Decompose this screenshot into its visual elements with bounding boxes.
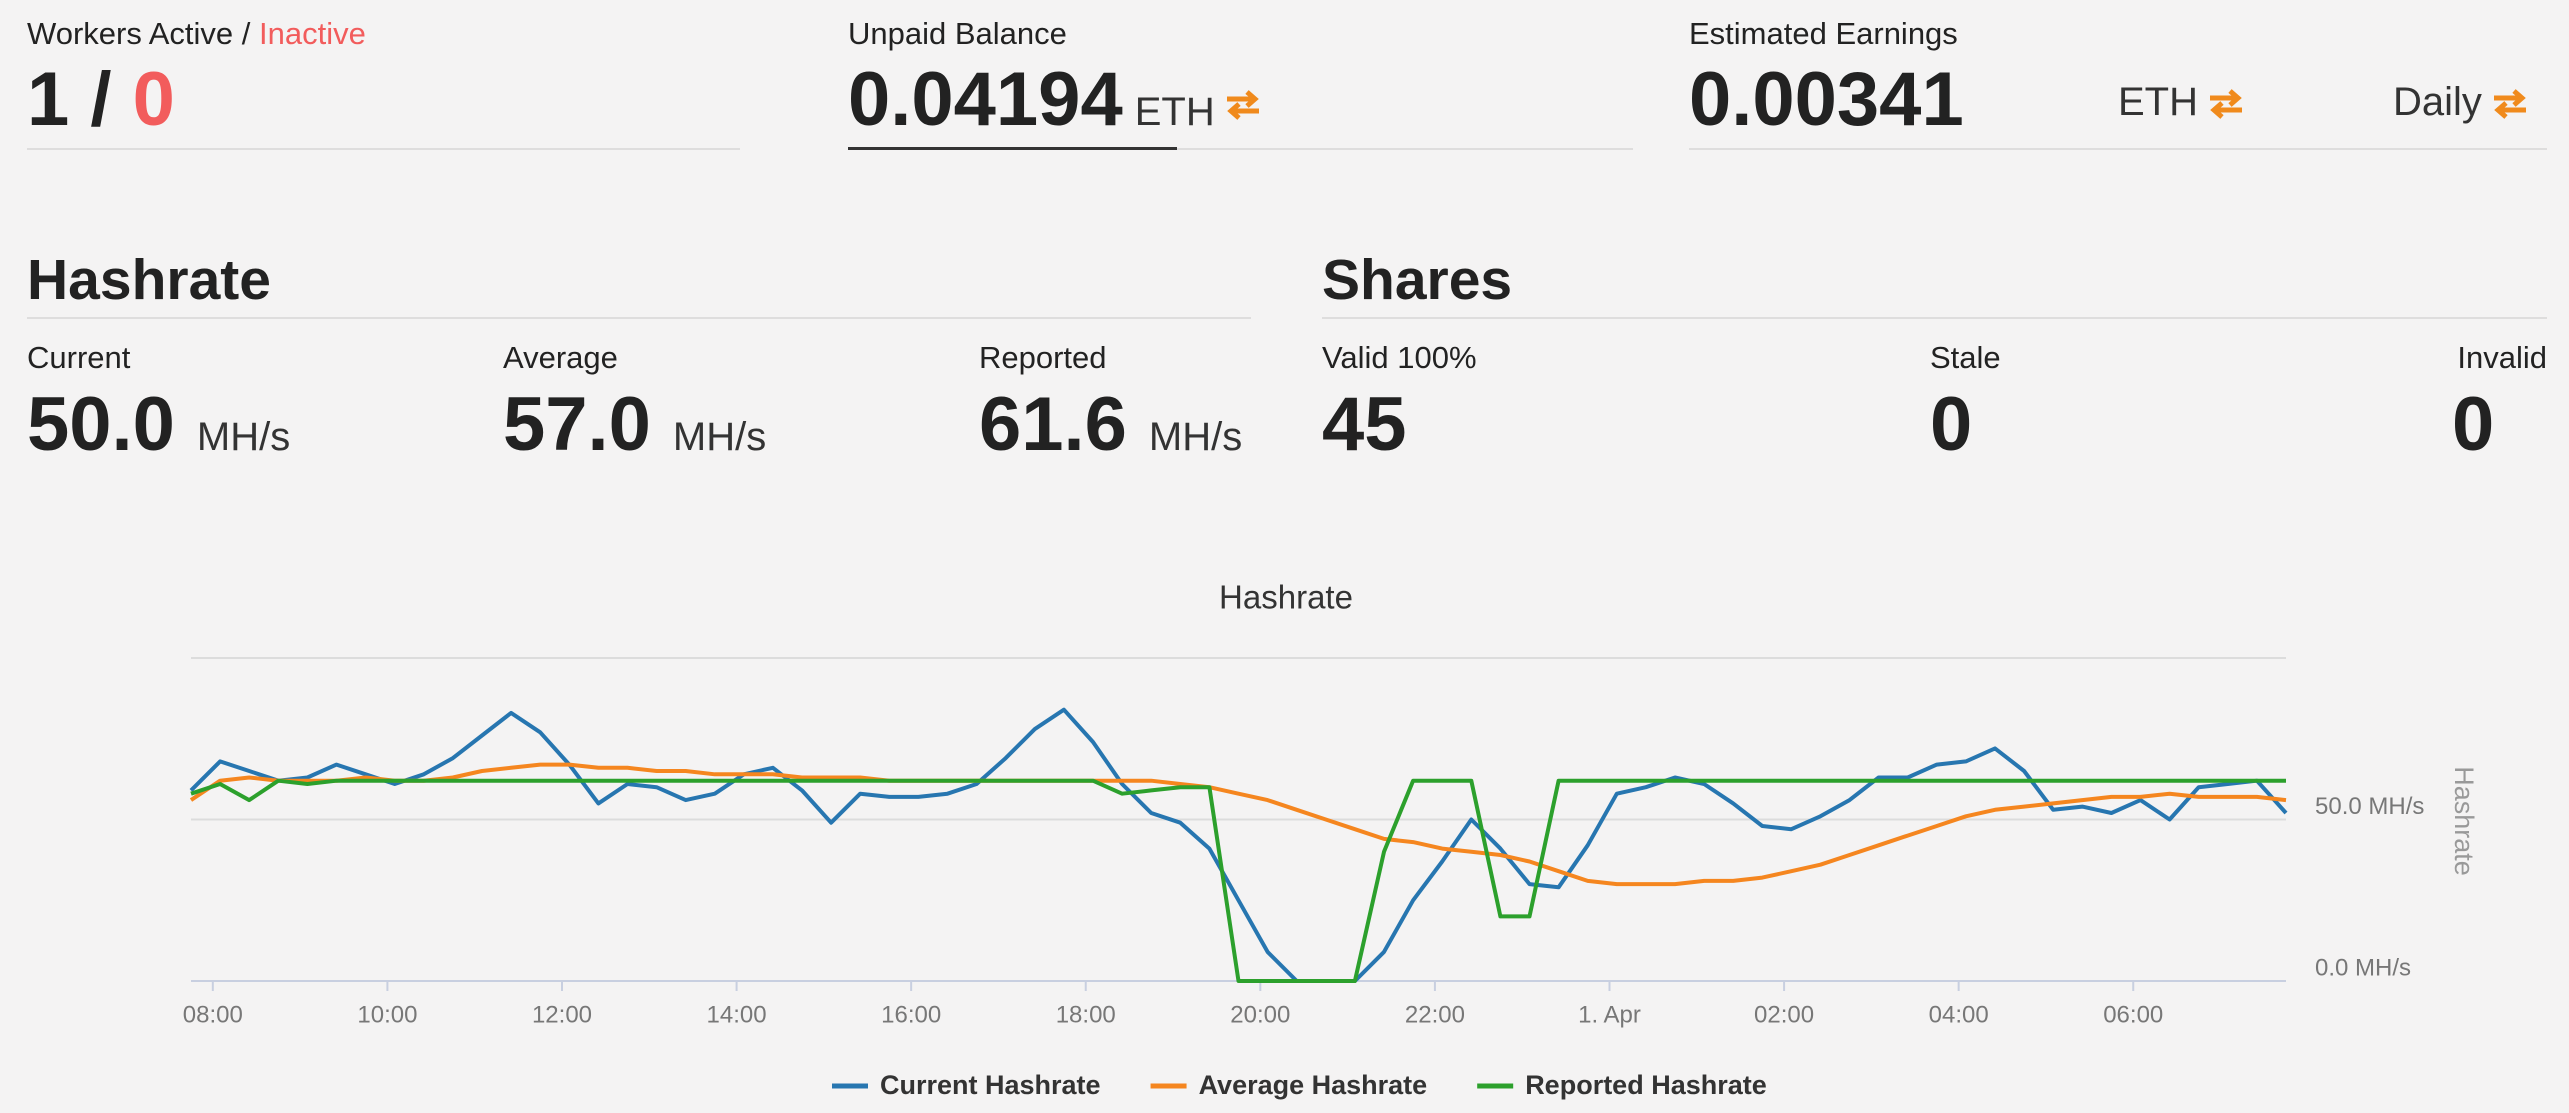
stale-value: 0 [1930, 382, 1973, 467]
hashrate-heading: Hashrate [27, 248, 271, 312]
legend-label: Average Hashrate [1199, 1070, 1428, 1100]
separator: / [90, 57, 112, 142]
x-tick-label: 14:00 [707, 1001, 767, 1028]
series-line [189, 707, 2288, 983]
series-line [190, 778, 2286, 983]
divider [1322, 317, 2547, 319]
invalid-label: Invalid [2457, 340, 2547, 375]
earnings-period[interactable]: Daily [2393, 80, 2528, 125]
divider [848, 148, 1633, 150]
inactive: 0 [132, 57, 175, 142]
separator: / [241, 16, 251, 51]
earnings-unit[interactable]: ETH [2118, 80, 2244, 125]
x-tick-label: 16:00 [881, 1001, 941, 1028]
x-tick-label: 04:00 [1929, 1001, 1989, 1028]
stale-label: Stale [1930, 340, 2001, 375]
period: Daily [2393, 80, 2482, 124]
current-label: Current [27, 340, 131, 375]
divider [1689, 148, 2547, 150]
legend-label: Reported Hashrate [1525, 1070, 1767, 1100]
x-tick-label: 22:00 [1405, 1001, 1465, 1028]
x-tick-label: 1. Apr [1578, 1001, 1641, 1028]
unit: MH/s [1148, 415, 1243, 459]
valid-label: Valid 100% [1322, 340, 1477, 375]
y-tick-label: 50.0 MH/s [2315, 793, 2424, 820]
x-tick-label: 12:00 [532, 1001, 592, 1028]
average-label: Average [503, 340, 618, 375]
value: 50.0 [27, 382, 175, 467]
divider [27, 148, 740, 150]
reported-label: Reported [979, 340, 1107, 375]
active-underline [848, 147, 1177, 150]
value: 57.0 [503, 382, 651, 467]
invalid-value: 0 [2452, 382, 2495, 467]
shares-heading: Shares [1322, 248, 1513, 312]
earnings-value: 0.00341 [1689, 57, 1964, 142]
series-line [189, 762, 2287, 887]
swap-icon[interactable] [1225, 89, 1261, 121]
chart-title: Hashrate [1219, 579, 1353, 616]
swap-icon[interactable] [2208, 88, 2244, 120]
unpaid-value: 0.04194 ETH [848, 62, 1261, 150]
value: 0.04194 [848, 57, 1123, 142]
label: Workers Active [27, 16, 234, 51]
workers-value: 1 / 0 [27, 62, 175, 138]
x-tick-label: 06:00 [2103, 1001, 2163, 1028]
current-value: 50.0 MH/s [27, 387, 290, 475]
valid-value: 45 [1322, 382, 1407, 467]
value: 61.6 [979, 382, 1127, 467]
legend-label: Current Hashrate [880, 1070, 1101, 1100]
unit: ETH [2118, 80, 2198, 124]
inactive-label: Inactive [259, 16, 366, 51]
swap-icon[interactable] [2492, 88, 2528, 120]
reported-value: 61.6 MH/s [979, 387, 1242, 475]
x-tick-label: 02:00 [1754, 1001, 1814, 1028]
x-tick-label: 20:00 [1230, 1001, 1290, 1028]
divider [27, 317, 1251, 319]
average-value: 57.0 MH/s [503, 387, 766, 475]
x-tick-label: 18:00 [1056, 1001, 1116, 1028]
earnings-label: Estimated Earnings [1689, 16, 1958, 51]
x-tick-label: 08:00 [183, 1001, 243, 1028]
unit: ETH [1134, 90, 1215, 134]
x-tick-label: 10:00 [357, 1001, 417, 1028]
y-tick-label: 0.0 MH/s [2315, 954, 2411, 981]
active: 1 [27, 57, 70, 142]
workers-label: Workers Active / Inactive [27, 18, 366, 49]
unit: MH/s [672, 415, 767, 459]
unpaid-label: Unpaid Balance [848, 16, 1067, 51]
y-axis-title: Hashrate [2449, 766, 2479, 876]
unit: MH/s [196, 415, 291, 459]
